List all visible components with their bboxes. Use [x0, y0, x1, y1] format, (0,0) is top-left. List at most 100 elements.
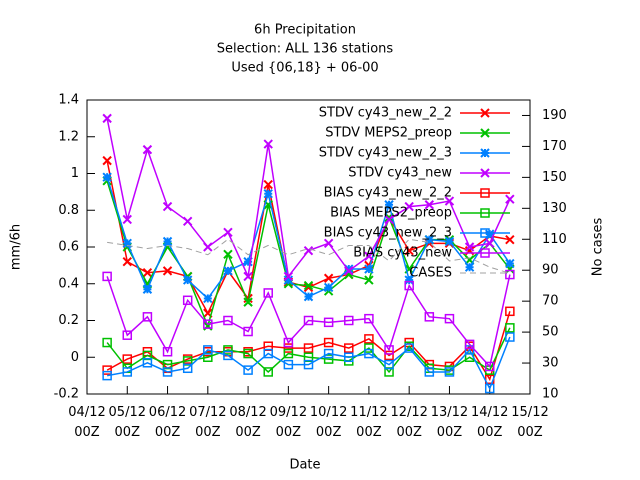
data-point	[444, 313, 455, 324]
data-point	[444, 236, 455, 247]
y-tick-label: 1.2	[58, 129, 79, 144]
data-point	[384, 345, 394, 355]
data-point	[283, 271, 294, 282]
data-point	[263, 288, 273, 298]
data-point	[223, 249, 233, 260]
legend-marker	[480, 128, 490, 138]
legend-label: STDV cy43_new	[348, 166, 452, 181]
legend-marker	[480, 188, 490, 198]
data-point	[344, 352, 354, 362]
data-point	[223, 315, 233, 326]
data-point	[323, 282, 334, 293]
data-point	[323, 337, 334, 348]
data-point	[323, 354, 334, 364]
x-tick-label: 09/12 00Z	[270, 405, 307, 440]
y2-tick-label: 30	[542, 356, 559, 371]
y-tick-label: 0.6	[58, 240, 79, 255]
x-tick-label: 06/12 00Z	[149, 405, 186, 440]
data-point	[223, 350, 233, 361]
data-point	[464, 262, 475, 272]
data-point	[283, 359, 294, 370]
y-axis-label: mm/6h	[9, 224, 24, 270]
data-point	[182, 363, 193, 374]
data-point	[122, 256, 132, 267]
data-point	[303, 343, 314, 353]
data-point	[182, 216, 193, 226]
data-point	[142, 358, 153, 368]
y2-axis-label: No cases	[591, 218, 606, 277]
data-point	[303, 359, 314, 370]
y2-tick-label: 50	[542, 325, 559, 340]
series-line	[106, 274, 511, 369]
data-point	[283, 337, 294, 348]
legend-label: STDV cy43_new_2_3	[319, 146, 452, 161]
data-point	[243, 326, 253, 337]
y-tick-label: -0.2	[54, 387, 79, 402]
data-point	[263, 189, 273, 199]
x-tick-label: 05/12 00Z	[109, 405, 146, 440]
y2-tick-label: 90	[542, 263, 559, 278]
legend-label: STDV cy43_new_2_2	[319, 106, 452, 121]
data-point	[384, 214, 394, 225]
data-point	[102, 113, 112, 124]
data-point	[404, 275, 414, 285]
chart-subtitle: Used {06,18} + 06-00	[231, 61, 378, 76]
legend-label: BIAS cy43_new_2_3	[324, 226, 452, 241]
data-point	[102, 172, 112, 182]
x-tick-label: 15/12 00Z	[511, 405, 548, 440]
legend-marker	[480, 248, 490, 258]
data-point	[223, 227, 233, 238]
data-point	[344, 266, 354, 276]
data-point	[283, 343, 294, 353]
data-point	[142, 284, 153, 294]
data-point	[364, 251, 374, 261]
x-tick-label: 07/12 00Z	[189, 405, 226, 440]
legend-label: BIAS MEPS2_preop	[330, 206, 452, 221]
data-point	[142, 268, 153, 278]
data-point	[303, 315, 314, 326]
chart-subtitle: Selection: ALL 136 stations	[217, 42, 394, 57]
data-point	[323, 238, 334, 249]
x-tick-label: 08/12 00Z	[229, 405, 266, 440]
data-point	[323, 348, 334, 359]
data-point	[243, 348, 253, 359]
data-point	[182, 275, 193, 285]
data-point	[484, 383, 495, 394]
data-point	[102, 271, 112, 282]
x-tick-label: 14/12 00Z	[471, 405, 508, 440]
data-point	[384, 359, 394, 370]
x-tick-label: 12/12 00Z	[390, 405, 427, 440]
data-point	[323, 273, 334, 283]
data-point	[505, 194, 515, 204]
x-tick-label: 11/12 00Z	[350, 405, 387, 440]
data-point	[364, 334, 374, 344]
data-point	[464, 242, 475, 252]
data-point	[464, 345, 475, 355]
data-point	[283, 348, 294, 359]
legend-marker	[480, 228, 490, 238]
data-point	[102, 365, 112, 375]
series-line	[106, 327, 511, 374]
y2-tick-label: 10	[542, 387, 559, 402]
y2-tick-label: 190	[542, 108, 567, 123]
data-point	[404, 343, 414, 353]
data-point	[142, 144, 153, 155]
data-point	[263, 139, 273, 149]
data-point	[404, 280, 414, 291]
data-point	[203, 293, 213, 304]
data-point	[505, 323, 515, 333]
chart-title: 6h Precipitation	[254, 23, 356, 38]
y2-tick-label: 70	[542, 294, 559, 309]
data-point	[102, 155, 112, 166]
data-point	[122, 367, 133, 377]
legend-label: BIAS cy43_new	[353, 246, 452, 261]
series-line	[107, 336, 511, 391]
data-point	[384, 200, 394, 210]
data-point	[505, 306, 515, 317]
y2-tick-label: 150	[542, 170, 567, 185]
data-point	[243, 271, 253, 282]
y-tick-label: 0.2	[58, 313, 79, 328]
data-point	[404, 245, 414, 256]
data-point	[424, 200, 435, 210]
